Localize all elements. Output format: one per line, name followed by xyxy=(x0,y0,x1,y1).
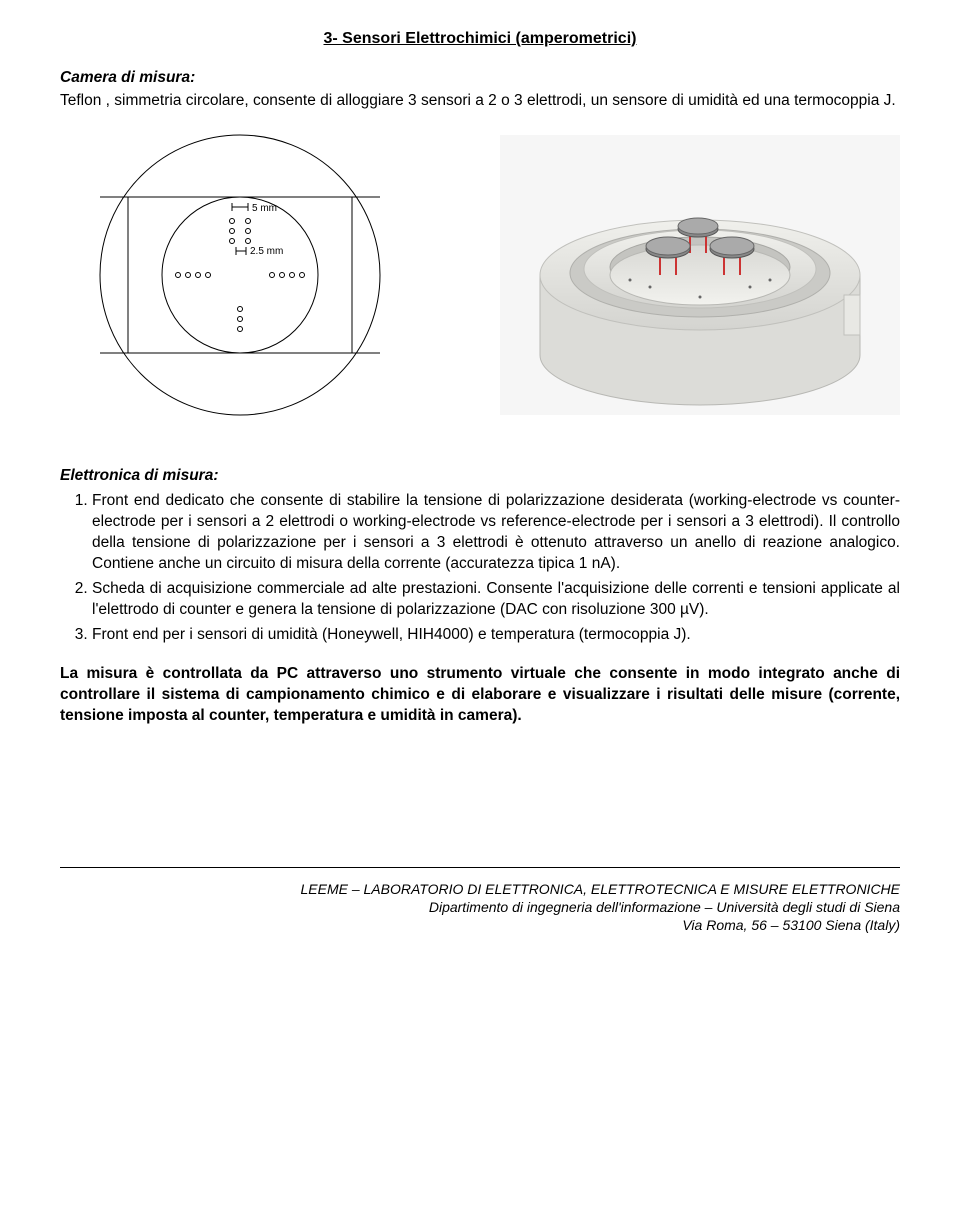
section-camera: Camera di misura: Teflon , simmetria cir… xyxy=(60,68,900,112)
figure-left-drawing: 5 mm 2.5 mm xyxy=(60,125,420,432)
page-title: 3- Sensori Elettrochimici (amperometrici… xyxy=(60,28,900,50)
figure-row: 5 mm 2.5 mm xyxy=(60,125,900,432)
camera-text: Teflon , simmetria circolare, consente d… xyxy=(60,91,900,112)
footer-line-3: Via Roma, 56 – 53100 Siena (Italy) xyxy=(60,916,900,934)
footer-line-1: LEEME – LABORATORIO DI ELETTRONICA, ELET… xyxy=(60,880,900,898)
page-footer: LEEME – LABORATORIO DI ELETTRONICA, ELET… xyxy=(60,872,900,935)
elettronica-list: Front end dedicato che consente di stabi… xyxy=(60,491,900,645)
section-elettronica: Elettronica di misura: Front end dedicat… xyxy=(60,466,900,645)
footer-line-2: Dipartimento di ingegneria dell'informaz… xyxy=(60,898,900,916)
footer-rule xyxy=(60,867,900,868)
summary-paragraph: La misura è controllata da PC attraverso… xyxy=(60,664,900,727)
camera-heading: Camera di misura: xyxy=(60,68,900,89)
dim-25mm: 2.5 mm xyxy=(250,246,283,257)
elettronica-heading: Elettronica di misura: xyxy=(60,466,900,487)
list-item: Front end per i sensori di umidità (Hone… xyxy=(92,625,900,646)
list-item: Scheda di acquisizione commerciale ad al… xyxy=(92,579,900,621)
dim-5mm: 5 mm xyxy=(252,203,277,214)
figure-right-render xyxy=(500,135,900,422)
list-item: Front end dedicato che consente di stabi… xyxy=(92,491,900,575)
